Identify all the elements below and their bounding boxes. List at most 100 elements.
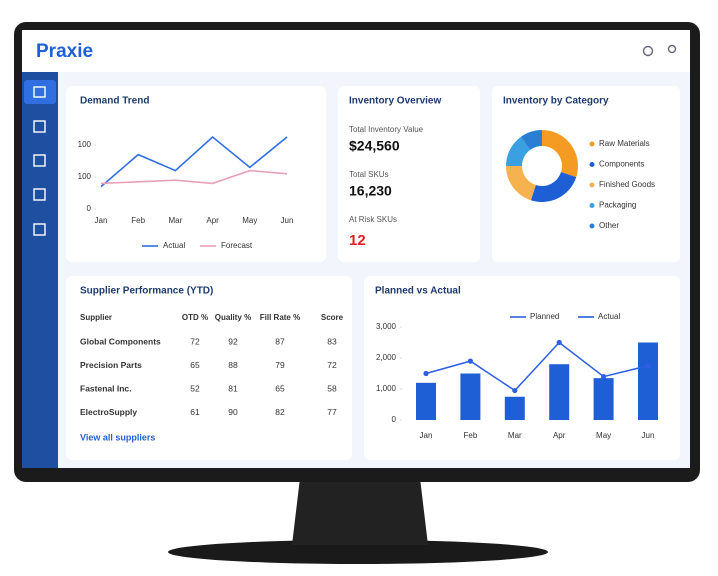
table-cell: 52 xyxy=(190,383,200,393)
stand-neck xyxy=(292,478,428,545)
table-header: Quality % xyxy=(215,313,251,322)
point xyxy=(467,358,473,364)
sidebar-active xyxy=(24,80,56,104)
x-tick-label: Apr xyxy=(553,431,566,440)
legend-swatch xyxy=(589,162,595,167)
y-tick-label: 100 xyxy=(78,140,92,149)
legend-swatch xyxy=(589,223,595,229)
user-icon[interactable] xyxy=(667,44,677,54)
x-tick-label: Apr xyxy=(206,216,219,225)
line xyxy=(425,341,649,392)
legend-label: Components xyxy=(599,160,644,169)
point xyxy=(423,370,429,377)
bar xyxy=(504,396,525,420)
y-tick-label: 1,000 xyxy=(376,384,397,393)
y-tick-label: 0 xyxy=(392,415,397,424)
table-cell: 61 xyxy=(190,407,200,417)
nav-icon[interactable] xyxy=(33,120,46,133)
table-cell: 72 xyxy=(190,336,200,346)
metric-label: Total SKUs xyxy=(349,170,389,179)
y-tick-label: 2,000 xyxy=(376,353,397,362)
nav-icon[interactable] xyxy=(33,223,46,236)
bar xyxy=(549,364,570,420)
table-cell: 81 xyxy=(228,383,238,393)
table-cell: Global Components xyxy=(80,336,161,346)
logo[interactable]: Praxie xyxy=(36,41,93,62)
top-bar xyxy=(22,30,690,72)
nav-icon[interactable] xyxy=(33,188,46,201)
table-cell: 77 xyxy=(327,407,337,417)
table-cell: 90 xyxy=(228,407,238,417)
line xyxy=(100,135,288,188)
card-title: Planned vs Actual xyxy=(375,286,461,297)
card-title: Inventory Overview xyxy=(349,96,441,107)
table-header: Score xyxy=(321,313,344,322)
link[interactable]: View all suppliers xyxy=(80,432,155,442)
table-cell: Fastenal Inc. xyxy=(80,383,132,393)
legend-swatch xyxy=(589,203,595,208)
card-title: Inventory by Category xyxy=(503,96,609,107)
y-tick-label: 100 xyxy=(78,172,92,181)
table-cell: 82 xyxy=(275,407,285,417)
table-cell: 92 xyxy=(228,336,238,346)
nav-icon[interactable] xyxy=(33,86,46,98)
legend-swatch xyxy=(589,182,595,188)
metric-value: 16,230 xyxy=(349,183,392,199)
legend-label: Actual xyxy=(163,241,185,250)
card-title: Supplier Performance (YTD) xyxy=(80,286,213,297)
metric-value: 12 xyxy=(349,232,366,249)
legend-label: Raw Materials xyxy=(599,139,650,148)
pie-slice xyxy=(520,130,542,150)
metric-label: Total Inventory Value xyxy=(349,125,424,134)
legend-label: Other xyxy=(599,221,619,230)
card xyxy=(364,276,680,460)
point xyxy=(512,387,518,394)
legend-label: Finished Goods xyxy=(599,180,655,189)
bar xyxy=(416,382,436,420)
bar xyxy=(638,342,658,420)
x-tick-label: Jun xyxy=(281,216,294,225)
card-title: Demand Trend xyxy=(80,96,149,107)
x-tick-label: Jun xyxy=(642,431,655,440)
table-cell: 72 xyxy=(327,360,337,370)
card xyxy=(492,86,680,262)
point xyxy=(601,374,607,380)
pie-slice xyxy=(530,172,577,203)
table-cell: 58 xyxy=(327,383,337,393)
table-header: Fill Rate % xyxy=(260,313,300,322)
x-tick-label: May xyxy=(242,216,257,225)
table-cell: 83 xyxy=(327,336,337,346)
pie-slice xyxy=(506,166,536,201)
table-cell: 79 xyxy=(275,360,285,370)
x-tick-label: May xyxy=(596,431,611,440)
table-header: OTD % xyxy=(182,313,208,322)
point xyxy=(556,339,562,346)
bar xyxy=(593,378,614,420)
table-cell: 65 xyxy=(190,360,200,370)
metric-value: $24,560 xyxy=(349,138,400,154)
card xyxy=(66,86,326,262)
y-tick-label: 0 xyxy=(87,204,92,213)
search-icon[interactable] xyxy=(642,45,654,57)
x-tick-label: Feb xyxy=(464,431,478,440)
legend-label: Forecast xyxy=(221,241,253,250)
pie-slice xyxy=(542,130,578,178)
line xyxy=(100,169,288,185)
nav-icon[interactable] xyxy=(33,154,46,167)
pie-slice xyxy=(506,136,531,166)
bar xyxy=(460,373,481,420)
point xyxy=(645,363,651,369)
legend-label: Actual xyxy=(598,312,620,321)
table-cell: 88 xyxy=(228,360,238,370)
x-tick-label: Mar xyxy=(508,431,522,440)
legend-label: Packaging xyxy=(599,201,636,210)
metric-label: At Risk SKUs xyxy=(349,215,397,224)
sidebar xyxy=(22,72,58,468)
table-cell: Precision Parts xyxy=(80,360,142,370)
table-header: Supplier xyxy=(80,313,112,322)
table-cell: 87 xyxy=(275,336,285,346)
table-cell: 65 xyxy=(275,383,285,393)
y-tick-label: 3,000 xyxy=(376,322,397,331)
